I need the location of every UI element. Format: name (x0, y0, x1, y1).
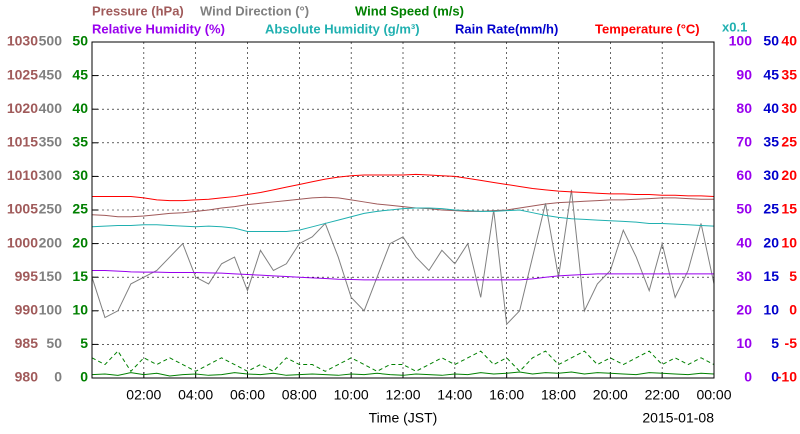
y-tick-label: 20 (763, 234, 779, 250)
y-tick-label: 15 (763, 268, 779, 284)
y-tick-label: 985 (15, 335, 39, 351)
x-tick-label: 04:00 (178, 387, 213, 403)
y-tick-label: 5 (789, 268, 797, 284)
y-tick-label: 350 (39, 134, 63, 150)
y-tick-label: 0 (80, 369, 88, 385)
y-tick-label: 40 (736, 234, 752, 250)
y-tick-label: 1030 (7, 33, 38, 49)
legend-label: Absolute Humidity (g/m³) (265, 21, 420, 36)
x-tick-label: 00:00 (696, 387, 731, 403)
y-tick-label: 25 (72, 201, 88, 217)
y-tick-label: 1020 (7, 100, 38, 116)
y-tick-label: 1000 (7, 234, 38, 250)
y-tick-label: 40 (72, 100, 88, 116)
y-tick-label: 50 (763, 33, 779, 49)
y-tick-label: 60 (736, 167, 752, 183)
y-tick-label: 70 (736, 134, 752, 150)
y-tick-label: 40 (781, 33, 797, 49)
y-tick-label: 35 (781, 66, 797, 82)
y-tick-label: 250 (39, 201, 63, 217)
y-tick-label: 45 (72, 66, 88, 82)
y-tick-label: 400 (39, 100, 63, 116)
y-tick-label: 15 (72, 268, 88, 284)
x-tick-label: 06:00 (230, 387, 265, 403)
y-tick-label: 30 (763, 167, 779, 183)
y-tick-label: 45 (763, 66, 779, 82)
y-tick-label: 15 (781, 201, 797, 217)
y-tick-label: 1010 (7, 167, 38, 183)
y-tick-label: 0 (789, 302, 797, 318)
x-axis-label: Time (JST) (369, 410, 438, 426)
y-tick-label: 25 (781, 134, 797, 150)
scale-annotation: x0.1 (722, 19, 747, 34)
series-line (91, 371, 715, 377)
y-tick-label: 1015 (7, 134, 38, 150)
series-line (92, 173, 715, 202)
y-tick-label: 5 (80, 335, 88, 351)
y-tick-label: 1005 (7, 201, 38, 217)
y-tick-label: 30 (72, 167, 88, 183)
y-tick-label: 90 (736, 66, 752, 82)
y-tick-label: 50 (46, 335, 62, 351)
y-tick-label: 10 (781, 234, 797, 250)
y-tick-label: 500 (39, 33, 63, 49)
legend-label: Relative Humidity (%) (92, 21, 225, 36)
x-tick-label: 16:00 (489, 387, 524, 403)
y-tick-label: 200 (39, 234, 63, 250)
series-line (91, 189, 715, 326)
date-label: 2015-01-08 (642, 410, 714, 426)
series-line (92, 269, 714, 281)
plot-frame (91, 41, 715, 379)
y-tick-label: 50 (736, 201, 752, 217)
y-tick-label: 100 (39, 302, 63, 318)
y-tick-label: 450 (39, 66, 63, 82)
x-tick-label: 14:00 (437, 387, 472, 403)
y-tick-label: 40 (763, 100, 779, 116)
y-tick-label: 1025 (7, 66, 38, 82)
legend-label: Temperature (°C) (595, 21, 700, 36)
legend-label: Pressure (hPa) (92, 3, 184, 18)
y-tick-label: 10 (763, 302, 779, 318)
y-tick-label: 100 (729, 33, 753, 49)
y-tick-label: 5 (771, 335, 779, 351)
legend-label: Wind Direction (°) (200, 3, 309, 18)
legend-label: Rain Rate(mm/h) (455, 21, 558, 36)
y-tick-label: 50 (72, 33, 88, 49)
y-tick-label: 35 (763, 134, 779, 150)
x-tick-label: 22:00 (645, 387, 680, 403)
x-tick-label: 08:00 (282, 387, 317, 403)
series-line (91, 350, 715, 373)
y-tick-label: 30 (781, 100, 797, 116)
y-tick-label: 10 (72, 302, 88, 318)
y-tick-label: 25 (763, 201, 779, 217)
x-tick-label: 10:00 (334, 387, 369, 403)
y-tick-label: -10 (777, 369, 797, 385)
y-tick-label: 35 (72, 134, 88, 150)
y-tick-label: 980 (15, 369, 39, 385)
y-tick-label: -5 (785, 335, 798, 351)
y-tick-label: 0 (771, 369, 779, 385)
series-line (91, 196, 714, 218)
x-tick-label: 20:00 (593, 387, 628, 403)
y-tick-label: 990 (15, 302, 39, 318)
y-tick-label: 0 (744, 369, 752, 385)
x-tick-label: 12:00 (385, 387, 420, 403)
y-tick-label: 150 (39, 268, 63, 284)
series-line (91, 207, 715, 232)
y-tick-label: 20 (72, 234, 88, 250)
legend-label: Wind Speed (m/s) (355, 3, 464, 18)
y-tick-label: 20 (736, 302, 752, 318)
y-tick-label: 10 (736, 335, 752, 351)
x-tick-label: 18:00 (541, 387, 576, 403)
y-tick-label: 20 (781, 167, 797, 183)
y-tick-label: 80 (736, 100, 752, 116)
x-tick-label: 02:00 (126, 387, 161, 403)
y-tick-label: 30 (736, 268, 752, 284)
y-tick-label: 300 (39, 167, 63, 183)
y-tick-label: 0 (54, 369, 62, 385)
y-tick-label: 995 (15, 268, 39, 284)
